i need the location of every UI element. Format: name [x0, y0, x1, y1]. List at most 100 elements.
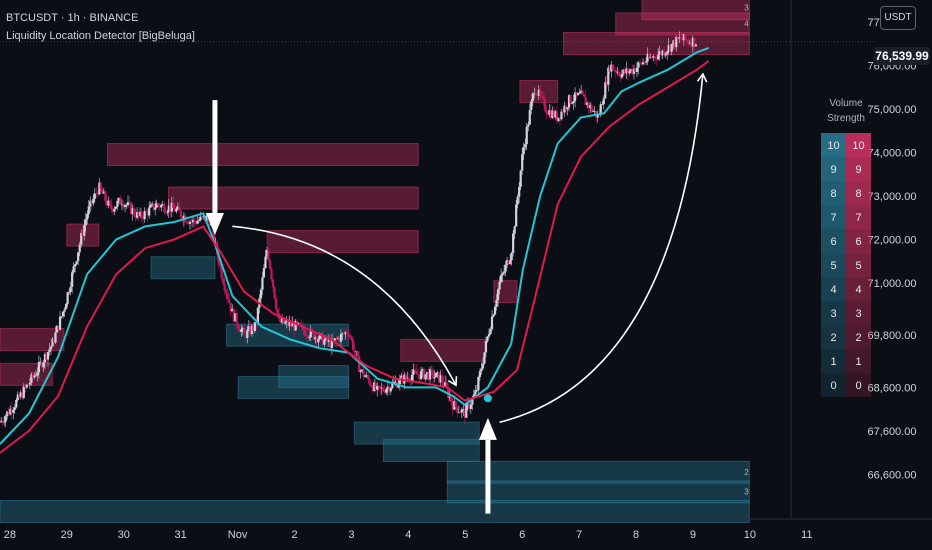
- candle-up: [265, 250, 269, 257]
- legend-bull-cell: [821, 277, 846, 301]
- candle-up: [344, 332, 347, 335]
- candle-up: [333, 338, 337, 341]
- candle-up: [604, 82, 607, 99]
- candle-up: [682, 34, 685, 41]
- candle-down: [583, 94, 586, 97]
- candle-down: [542, 96, 545, 99]
- price-tick-label: 66,600.00: [868, 469, 917, 481]
- candle-down: [321, 333, 324, 345]
- candle-up: [116, 200, 119, 207]
- candle-up: [196, 220, 199, 224]
- candle-down: [179, 210, 182, 217]
- candle-up: [566, 107, 569, 110]
- candle-up: [489, 329, 492, 335]
- candle-down: [306, 335, 309, 338]
- candle-up: [361, 369, 364, 371]
- legend-bear-level: 0: [855, 380, 861, 392]
- candle-up: [484, 341, 488, 353]
- candle-down: [418, 374, 421, 380]
- candle-up: [602, 98, 605, 105]
- candle-up: [580, 90, 583, 94]
- currency-button[interactable]: USDT: [880, 6, 916, 30]
- candle-up: [167, 205, 170, 212]
- candle-down: [438, 372, 441, 383]
- candle-up: [481, 363, 485, 369]
- candle-up: [421, 369, 424, 372]
- candle-up: [256, 307, 260, 324]
- candle-down: [18, 394, 21, 398]
- legend-bull-cell: [821, 205, 846, 229]
- legend-bull-cell: [821, 181, 846, 205]
- legend-bear-cell: [846, 205, 871, 229]
- candle-up: [135, 212, 139, 218]
- candle-up: [688, 42, 691, 44]
- candle-up: [182, 215, 186, 221]
- candle-up: [49, 346, 53, 350]
- candle-up: [336, 337, 340, 339]
- candle-down: [31, 374, 34, 378]
- legend-bull-level: 0: [830, 380, 836, 392]
- candle-up: [117, 197, 121, 201]
- candle-down: [96, 193, 99, 195]
- signal-arrow-shaft: [212, 100, 218, 214]
- candle-down: [157, 203, 160, 206]
- candle-up: [664, 53, 667, 56]
- candle-up: [601, 104, 604, 105]
- candle-up: [176, 206, 179, 210]
- candle-down: [650, 56, 654, 58]
- candle-down: [555, 111, 559, 121]
- candle-up: [628, 71, 631, 74]
- candle-up: [661, 50, 664, 56]
- candle-up: [493, 306, 497, 315]
- candle-down: [623, 69, 627, 74]
- candle-up: [30, 374, 33, 383]
- candle-down: [268, 260, 272, 269]
- candle-up: [501, 273, 504, 276]
- candle-down: [371, 386, 374, 392]
- candle-down: [673, 40, 676, 48]
- price-tick-label: 72,000.00: [868, 234, 917, 246]
- time-tick-label: Nov: [228, 529, 248, 541]
- candle-down: [132, 208, 136, 215]
- candle-up: [241, 327, 244, 330]
- legend-bull-level: 5: [830, 260, 836, 272]
- candle-up: [457, 411, 460, 413]
- candle-up: [264, 256, 267, 268]
- candle-up: [16, 394, 19, 400]
- candle-down: [185, 221, 189, 223]
- candle-up: [120, 204, 124, 206]
- candle-up: [400, 375, 403, 378]
- zone-strength-label: 3: [744, 3, 749, 12]
- candle-down: [152, 203, 155, 210]
- candle-down: [122, 204, 125, 208]
- legend-bear-cell: [846, 349, 871, 373]
- candle-up: [66, 292, 69, 305]
- time-tick-label: 2: [291, 529, 297, 541]
- candle-up: [113, 208, 116, 212]
- bull-liquidity-zone: [150, 256, 216, 280]
- candle-up: [60, 316, 63, 317]
- indicator-title: Liquidity Location Detector [BigBeluga]: [6, 30, 195, 42]
- candle-up: [247, 326, 250, 330]
- price-tick-label: 73,000.00: [868, 191, 917, 203]
- candle-up: [234, 313, 237, 322]
- candle-down: [679, 37, 682, 40]
- candle-up: [632, 68, 636, 74]
- candle-down: [235, 313, 238, 325]
- candle-down: [655, 58, 658, 60]
- legend-bull-level: 10: [827, 140, 839, 152]
- candle-up: [392, 382, 395, 383]
- candle-down: [293, 323, 296, 331]
- fast-moving-average: [0, 46, 710, 445]
- legend-bear-cell: [846, 157, 871, 181]
- candle-up: [84, 219, 87, 226]
- candle-up: [75, 261, 78, 265]
- candle-down: [52, 338, 56, 343]
- candle-up: [166, 211, 169, 213]
- candle-down: [7, 411, 10, 415]
- candle-up: [86, 213, 89, 220]
- candle-up: [516, 196, 519, 205]
- candle-up: [288, 321, 291, 327]
